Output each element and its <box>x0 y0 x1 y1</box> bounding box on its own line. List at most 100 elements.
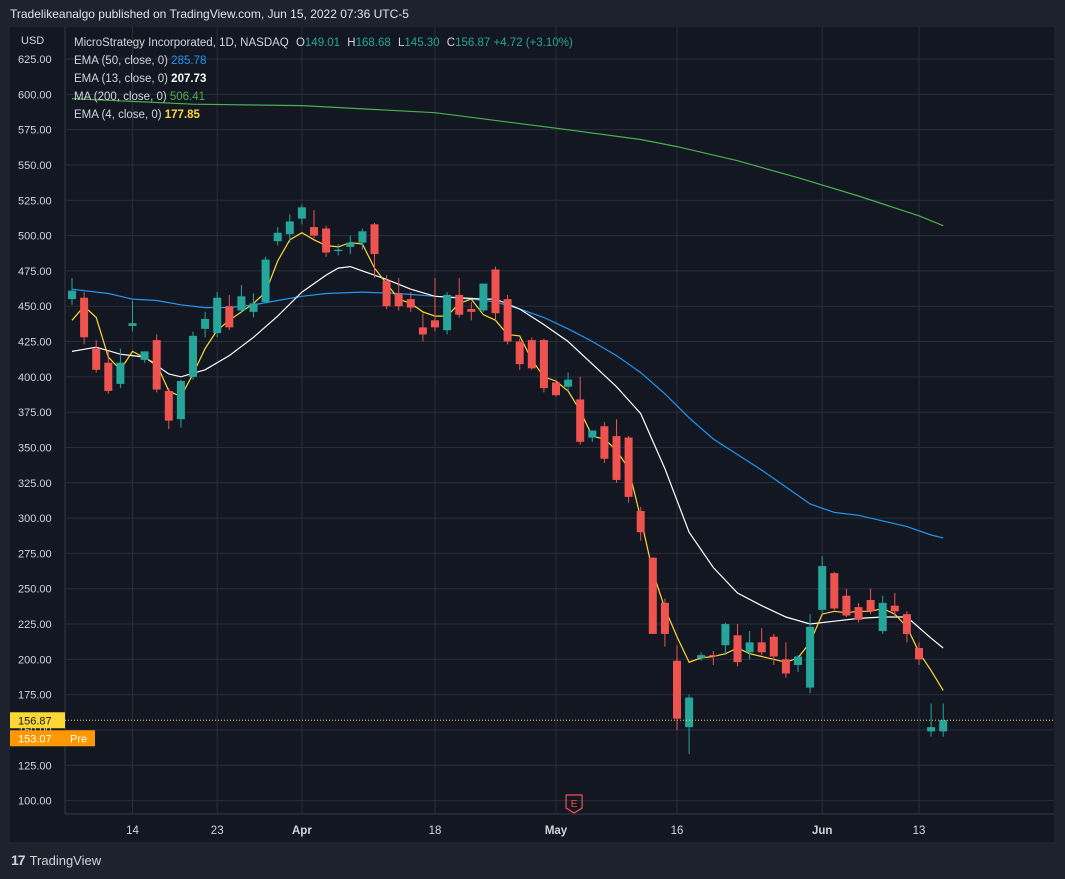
candle <box>745 631 754 660</box>
candle-body <box>697 655 706 658</box>
candle-body <box>382 280 391 307</box>
candle <box>261 256 270 304</box>
candle-body <box>297 207 306 219</box>
candle-body <box>164 390 173 421</box>
earnings-marker: E <box>565 794 583 814</box>
candle <box>394 277 403 311</box>
indicator-value: 207.73 <box>171 73 207 85</box>
candle <box>685 694 694 754</box>
y-tick-label: 200.00 <box>18 654 52 666</box>
candle <box>418 313 427 342</box>
x-tick-label: May <box>545 825 568 837</box>
y-tick-label: 275.00 <box>18 548 52 560</box>
candle-body <box>673 660 681 719</box>
currency-label: USD <box>21 35 44 47</box>
tradingview-logo-icon: 17 <box>11 852 26 868</box>
candle-body <box>394 293 403 307</box>
candle-body <box>467 309 476 312</box>
candle <box>431 277 439 332</box>
y-tick-label: 350.00 <box>18 442 52 454</box>
candle-body <box>213 297 222 334</box>
candle-body <box>806 626 815 688</box>
pre-badge-box <box>65 730 95 747</box>
candle-body <box>189 335 197 377</box>
indicator-label: MA (200, close, 0) <box>74 91 167 103</box>
y-tick-label: 250.00 <box>18 584 52 596</box>
y-tick-label: 325.00 <box>18 478 52 490</box>
candle <box>794 655 802 673</box>
pre-badge-text: Pre <box>70 733 87 745</box>
candle <box>164 388 173 430</box>
candle <box>697 652 706 661</box>
candle-body <box>927 727 936 732</box>
y-tick-label: 175.00 <box>18 690 52 702</box>
candle <box>406 292 415 312</box>
candle-body <box>636 511 645 533</box>
high-label: H <box>347 37 356 49</box>
candle-body <box>588 430 597 438</box>
candlestick-chart[interactable]: USD 625.00 600.00 575.00 550.00 525.00 500.00 4… <box>10 27 1054 842</box>
candle <box>588 430 597 442</box>
x-tick-label: 14 <box>126 825 139 837</box>
candle-body <box>443 294 452 331</box>
legend-indicator-ma200[interactable]: MA (200, close, 0) 506.41 <box>74 88 573 106</box>
candle <box>902 611 911 643</box>
candle-body <box>781 659 790 674</box>
candle-body <box>104 362 113 391</box>
tradingview-footer[interactable]: 17 TradingView <box>11 852 101 868</box>
candle-body <box>830 573 839 609</box>
candle <box>455 277 464 318</box>
legend-indicator-ema13[interactable]: EMA (13, close, 0) 207.73 <box>74 70 573 88</box>
candle-body <box>431 320 439 328</box>
x-tick-label: 16 <box>671 825 684 837</box>
candle <box>297 204 306 225</box>
candle <box>68 277 76 305</box>
candle <box>600 422 609 463</box>
y-tick-label: 625.00 <box>18 54 52 66</box>
close-label: C <box>446 37 456 49</box>
x-tick-label: Jun <box>812 825 832 837</box>
candle <box>624 436 633 503</box>
chart-frame[interactable]: USD 625.00 600.00 575.00 550.00 525.00 500.00 4… <box>10 27 1054 842</box>
candle-body <box>503 299 512 342</box>
candle <box>733 624 742 667</box>
candle <box>310 210 318 239</box>
candle <box>539 338 548 393</box>
candle-body <box>902 614 911 634</box>
candle <box>806 614 815 694</box>
candle <box>648 557 657 634</box>
candle <box>346 235 355 254</box>
price-label-box <box>10 730 65 747</box>
y-tick-label: 575.00 <box>18 125 52 137</box>
candle-body <box>660 602 669 634</box>
price-label-box <box>10 712 65 729</box>
candle <box>939 703 948 737</box>
candle <box>104 351 113 394</box>
indicator-value: 506.41 <box>169 91 206 103</box>
candle <box>152 334 161 393</box>
candle-body <box>794 656 802 665</box>
open-label: O <box>295 37 305 49</box>
low-label: L <box>398 37 405 49</box>
price-axis: USD 625.00 600.00 575.00 550.00 525.00 500.00 4… <box>18 35 52 808</box>
candle <box>334 244 343 256</box>
candle <box>176 379 185 428</box>
y-tick-label: 225.00 <box>18 619 52 631</box>
indicator-label: EMA (13, close, 0) <box>74 73 168 85</box>
candle <box>769 633 778 665</box>
candle <box>213 292 222 338</box>
legend-indicator-ema50[interactable]: EMA (50, close, 0) 285.78 <box>74 52 573 70</box>
price-label-text: 153.07 <box>18 733 52 745</box>
candle-body <box>334 249 343 252</box>
candle-body <box>128 323 137 326</box>
candle <box>443 292 452 335</box>
candle-body <box>818 566 827 610</box>
x-tick-label: Apr <box>292 825 312 837</box>
candle-body <box>92 348 101 370</box>
candle-body <box>370 224 379 254</box>
candle <box>491 266 500 321</box>
legend-indicator-ema4[interactable]: EMA (4, close, 0) 177.85 <box>74 106 573 124</box>
candle-body <box>854 607 863 620</box>
price-label-text: 156.87 <box>18 715 52 727</box>
candle <box>116 348 125 389</box>
